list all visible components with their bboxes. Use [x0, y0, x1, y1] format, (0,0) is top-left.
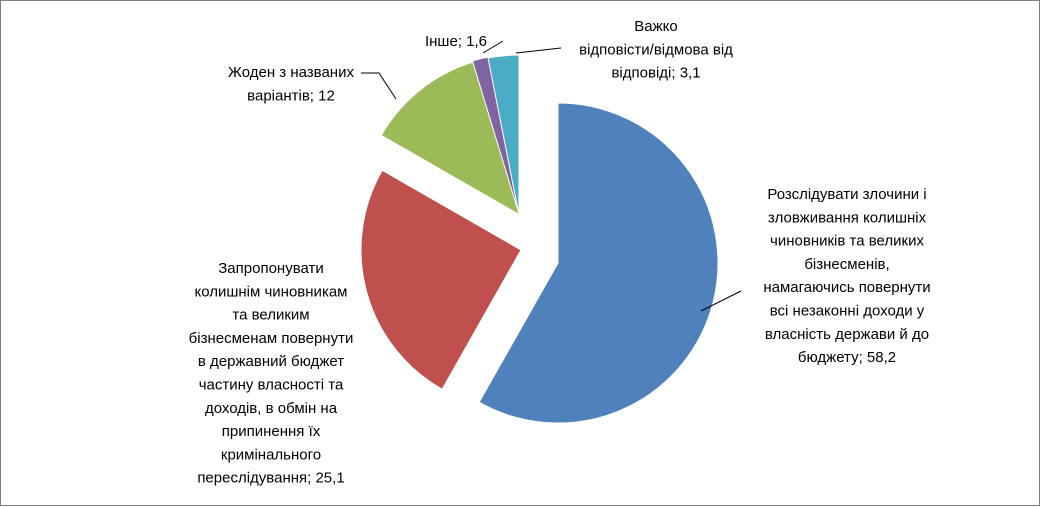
slice-label-line: варіантів; 12	[247, 87, 335, 104]
slice-label-line: бюджету; 58,2	[798, 349, 896, 366]
slice-label-line: частину власності та	[199, 377, 344, 394]
pie-slice-3	[380, 61, 521, 217]
slice-label-line: кримінального	[221, 446, 321, 463]
slice-label-1: Розслідувати злочини і зловживання колишн…	[763, 186, 930, 366]
slice-label-line: відповісти/відмова від	[579, 41, 733, 58]
slice-label-line: Інше; 1,6	[425, 33, 487, 50]
slice-label-line: всі незаконні доходи у	[770, 303, 925, 320]
slice-labels: Розслідувати злочини і зловживання колишн…	[189, 18, 931, 487]
pie-slices	[360, 54, 719, 424]
pie-slice-2	[360, 169, 522, 390]
slice-label-line: Важко	[634, 18, 677, 35]
pie-slice-1	[478, 102, 719, 424]
slice-label-5: Важко відповісти/відмова від відповіді; 3,…	[579, 18, 733, 82]
slice-label-line: переслідування; 25,1	[197, 470, 344, 487]
leader-lines	[361, 40, 742, 312]
leader-line-4	[482, 40, 504, 54]
leader-line-5	[515, 47, 562, 54]
slice-label-line: доходів, в обмін на	[205, 400, 338, 417]
slice-label-line: припинення їх	[222, 423, 321, 440]
slice-label-line: намагаючись повернути	[763, 279, 930, 296]
slice-label-line: колишнім чиновникам	[194, 283, 347, 300]
slice-label-line: в державний бюджет	[198, 353, 344, 370]
slice-label-4: Інше; 1,6	[425, 33, 487, 50]
slice-label-line: чиновників та великих	[770, 233, 924, 250]
slice-label-line: Запропонувати	[218, 260, 324, 277]
slice-label-line: бізнесменів,	[804, 256, 889, 273]
slice-label-line: зловживання колишніх	[768, 209, 927, 226]
leader-line-1	[700, 290, 742, 312]
slice-label-line: відповіді; 3,1	[611, 65, 700, 82]
slice-label-3: Жоден з названих варіантів; 12	[228, 64, 354, 104]
slice-label-line: Жоден з названих	[228, 64, 354, 81]
pie-slice-4	[471, 56, 520, 215]
slice-label-line: бізнесменам повернути	[189, 330, 354, 347]
slice-label-line: власність держави й до	[765, 326, 929, 343]
slice-label-2: Запропонувати колишнім чиновникам та велик…	[189, 260, 354, 487]
pie-slice-5	[487, 54, 520, 216]
slice-label-line: та великим	[232, 307, 309, 324]
slice-label-line: Розслідувати злочини і	[767, 186, 926, 203]
leader-line-3	[361, 72, 397, 100]
